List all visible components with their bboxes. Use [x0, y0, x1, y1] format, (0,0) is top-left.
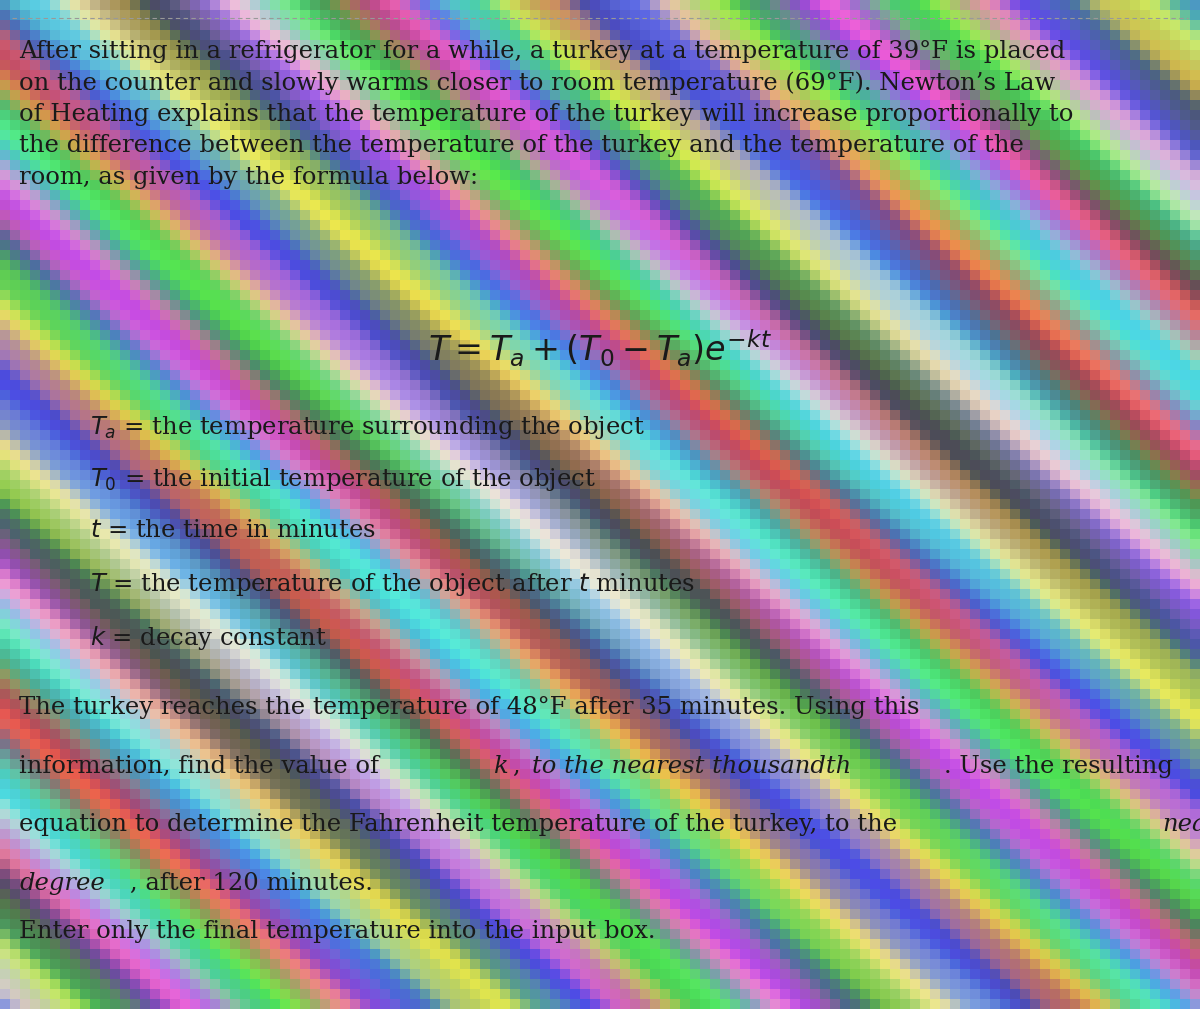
Text: to the nearest thousandth: to the nearest thousandth: [533, 755, 852, 778]
Text: equation to determine the Fahrenheit temperature of the turkey, to the: equation to determine the Fahrenheit tem…: [19, 813, 905, 836]
Text: nearest: nearest: [1163, 813, 1200, 836]
Text: information, find the value of: information, find the value of: [19, 755, 386, 778]
Text: $T$ = the temperature of the object after $t$ minutes: $T$ = the temperature of the object afte…: [90, 571, 695, 598]
Text: . Use the resulting: . Use the resulting: [944, 755, 1174, 778]
Text: Enter only the final temperature into the input box.: Enter only the final temperature into th…: [19, 920, 655, 943]
Text: ,: ,: [512, 755, 528, 778]
Text: $t$ = the time in minutes: $t$ = the time in minutes: [90, 519, 376, 542]
Text: degree: degree: [19, 872, 104, 895]
Text: $T_0$ = the initial temperature of the object: $T_0$ = the initial temperature of the o…: [90, 466, 596, 493]
Text: , after 120 minutes.: , after 120 minutes.: [130, 872, 373, 895]
Text: $T = T_a + (T_0 - T_a)e^{-kt}$: $T = T_a + (T_0 - T_a)e^{-kt}$: [428, 328, 772, 369]
Text: k: k: [493, 755, 509, 778]
Text: The turkey reaches the temperature of 48°F after 35 minutes. Using this: The turkey reaches the temperature of 48…: [19, 696, 919, 719]
Text: After sitting in a refrigerator for a while, a turkey at a temperature of 39°F i: After sitting in a refrigerator for a wh…: [19, 40, 1074, 189]
Text: $k$ = decay constant: $k$ = decay constant: [90, 624, 326, 652]
Text: $T_a$ = the temperature surrounding the object: $T_a$ = the temperature surrounding the …: [90, 414, 644, 441]
